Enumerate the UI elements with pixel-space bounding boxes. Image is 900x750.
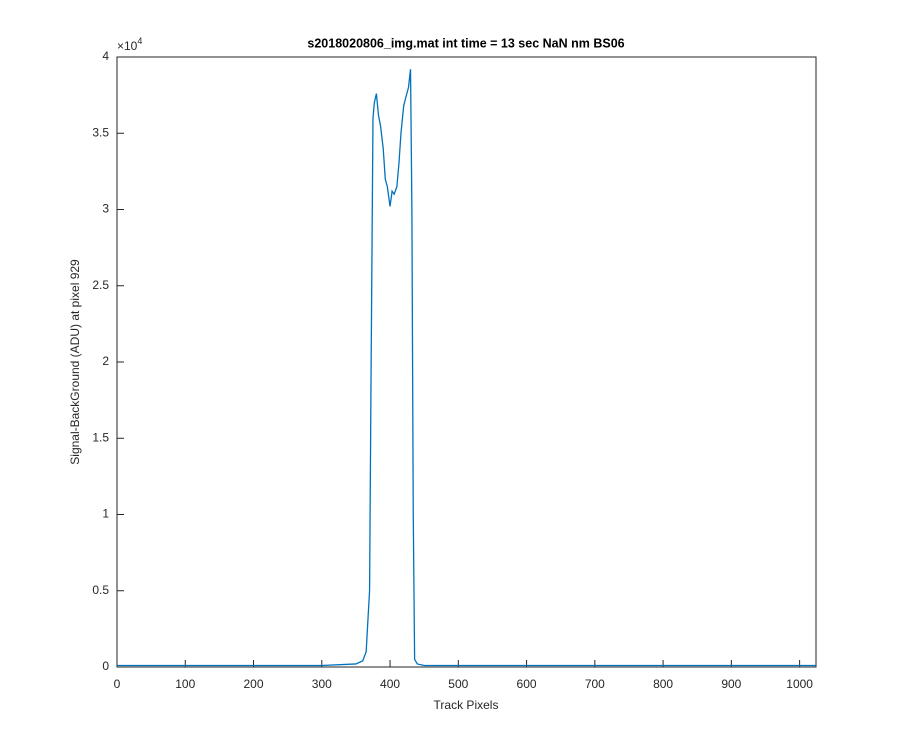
y-tick-label: 3 [102, 202, 109, 216]
y-tick-label: 2 [102, 354, 109, 368]
x-axis-label: Track Pixels [434, 698, 499, 712]
y-tick-label: 1 [102, 507, 109, 521]
data-line [117, 69, 816, 667]
y-multiplier: ×104 [117, 36, 142, 53]
y-tick-label: 2.5 [92, 278, 109, 292]
x-tick-label: 800 [653, 677, 673, 691]
y-tick-label: 4 [102, 49, 109, 63]
x-tick-label: 500 [448, 677, 468, 691]
x-tick-label: 1000 [786, 677, 813, 691]
y-multiplier-base: ×10 [117, 39, 138, 53]
y-multiplier-exp: 4 [137, 36, 142, 46]
x-tick-label: 200 [244, 677, 264, 691]
chart-title: s2018020806_img.mat int time = 13 sec Na… [307, 36, 624, 50]
y-tick-label: 1.5 [92, 430, 109, 444]
plot-frame [116, 56, 817, 668]
x-tick-label: 600 [517, 677, 537, 691]
x-tick-label: 0 [114, 677, 121, 691]
x-tick-label: 100 [175, 677, 195, 691]
x-tick-label: 300 [312, 677, 332, 691]
y-tick-label: 3.5 [92, 125, 109, 139]
x-tick-label: 900 [721, 677, 741, 691]
y-tick-label: 0.5 [92, 583, 109, 597]
x-tick-label: 700 [585, 677, 605, 691]
y-tick-label: 0 [102, 659, 109, 673]
x-tick-label: 400 [380, 677, 400, 691]
y-axis-label: Signal-BackGround (ADU) at pixel 929 [68, 259, 82, 465]
